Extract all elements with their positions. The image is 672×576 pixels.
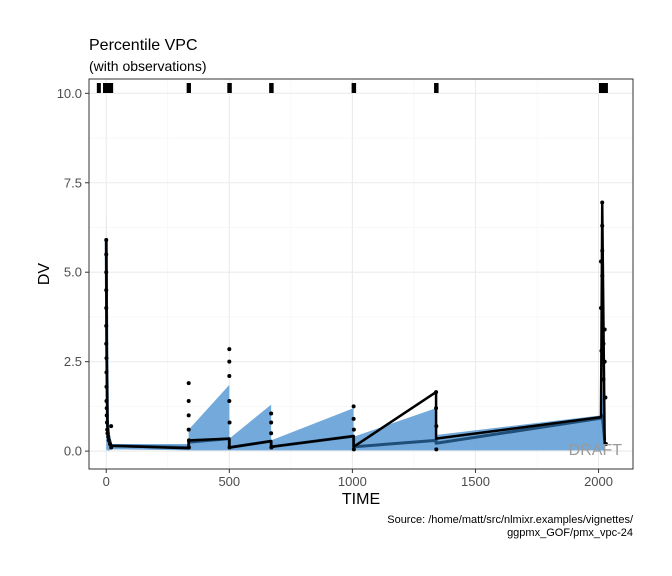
observation-point	[351, 427, 356, 432]
rug-mark	[96, 83, 101, 93]
observation-point	[186, 427, 191, 432]
observation-point	[227, 359, 232, 364]
chart-subtitle: (with observations)	[89, 58, 207, 74]
observation-point	[104, 370, 109, 375]
observation-point	[434, 406, 439, 411]
observation-point	[186, 413, 191, 418]
plot-panel-border	[88, 78, 634, 470]
observation-point	[269, 431, 274, 436]
observation-point	[105, 431, 110, 436]
observation-point	[601, 377, 606, 382]
observation-point	[227, 420, 232, 425]
interval-band-area	[106, 214, 605, 452]
x-axis-title: TIME	[342, 491, 380, 508]
observation-point	[106, 438, 111, 443]
x-tick-label: 1500	[461, 474, 490, 489]
rug-mark	[186, 83, 191, 93]
observation-point	[434, 424, 439, 429]
observation-point	[104, 252, 109, 257]
grid-lines	[89, 79, 633, 469]
observation-point	[601, 341, 606, 346]
y-axis-ticks: 0.0 2.5 5.0 7.5 10.0	[57, 86, 89, 459]
x-tick-label: 1000	[338, 474, 367, 489]
observation-point	[602, 359, 607, 364]
rug-mark	[227, 83, 232, 93]
observation-point	[599, 259, 603, 264]
observation-point	[600, 248, 605, 253]
observation-point	[351, 416, 356, 421]
rug-mark	[269, 83, 274, 93]
observation-point	[351, 447, 356, 452]
observation-point	[106, 434, 111, 439]
observation-point	[603, 441, 608, 446]
observation-point	[186, 399, 191, 404]
observation-point	[600, 223, 605, 228]
observation-point	[599, 348, 604, 353]
observation-point	[434, 390, 439, 395]
observation-point	[104, 399, 109, 404]
observation-point	[269, 445, 274, 450]
observation-point	[104, 238, 109, 243]
observation-point	[186, 438, 191, 443]
y-tick-label: 2.5	[64, 354, 82, 369]
observation-point	[434, 447, 439, 452]
observation-point	[269, 420, 274, 425]
observation-point	[104, 420, 109, 425]
observation-point	[109, 424, 114, 429]
y-tick-label: 5.0	[64, 265, 82, 280]
x-tick-label: 0	[103, 474, 110, 489]
caption-line-2: ggpmx_GOF/pmx_vpc-24	[507, 527, 633, 539]
caption-line-1: Source: /home/matt/src/nlmixr.examples/v…	[387, 514, 634, 526]
observation-point	[600, 273, 605, 278]
observation-points	[104, 200, 608, 452]
x-tick-label: 500	[218, 474, 240, 489]
chart-title: Percentile VPC	[89, 37, 198, 54]
rug-mark	[109, 83, 114, 93]
rug-mark	[603, 83, 608, 93]
y-axis-title: DV	[36, 263, 53, 286]
observation-point	[104, 305, 109, 310]
observation-point	[104, 323, 109, 328]
rug-marks	[96, 83, 608, 93]
observation-point	[602, 327, 607, 332]
observation-point	[109, 445, 114, 450]
observation-point	[599, 305, 603, 310]
y-tick-label: 10.0	[57, 86, 82, 101]
x-tick-label: 2000	[584, 474, 613, 489]
observation-point	[227, 399, 232, 404]
plot-panel	[89, 79, 633, 469]
observation-point	[351, 404, 356, 409]
observation-point	[269, 411, 274, 416]
observation-point	[600, 200, 605, 205]
observation-point	[104, 288, 109, 293]
observation-point	[104, 384, 109, 389]
observation-point	[186, 445, 191, 450]
observation-point	[104, 413, 109, 418]
observation-point	[186, 381, 191, 386]
observation-point	[227, 445, 232, 450]
x-axis-ticks: 0 500 1000 1500 2000	[103, 469, 613, 489]
rug-mark	[103, 83, 107, 93]
observation-point	[107, 441, 112, 446]
draft-watermark: DRAFT	[569, 442, 623, 459]
y-tick-label: 7.5	[64, 175, 82, 190]
observation-point	[104, 341, 109, 346]
observation-point	[603, 395, 608, 400]
observation-point	[227, 347, 232, 352]
observation-point	[105, 427, 110, 432]
observation-point	[104, 270, 109, 275]
rug-mark	[434, 83, 439, 93]
observation-point	[104, 356, 109, 361]
observation-point	[104, 406, 109, 411]
simulated-interval-band	[106, 214, 605, 452]
y-tick-label: 0.0	[64, 444, 82, 459]
observation-point	[227, 373, 232, 378]
rug-mark	[352, 83, 357, 93]
